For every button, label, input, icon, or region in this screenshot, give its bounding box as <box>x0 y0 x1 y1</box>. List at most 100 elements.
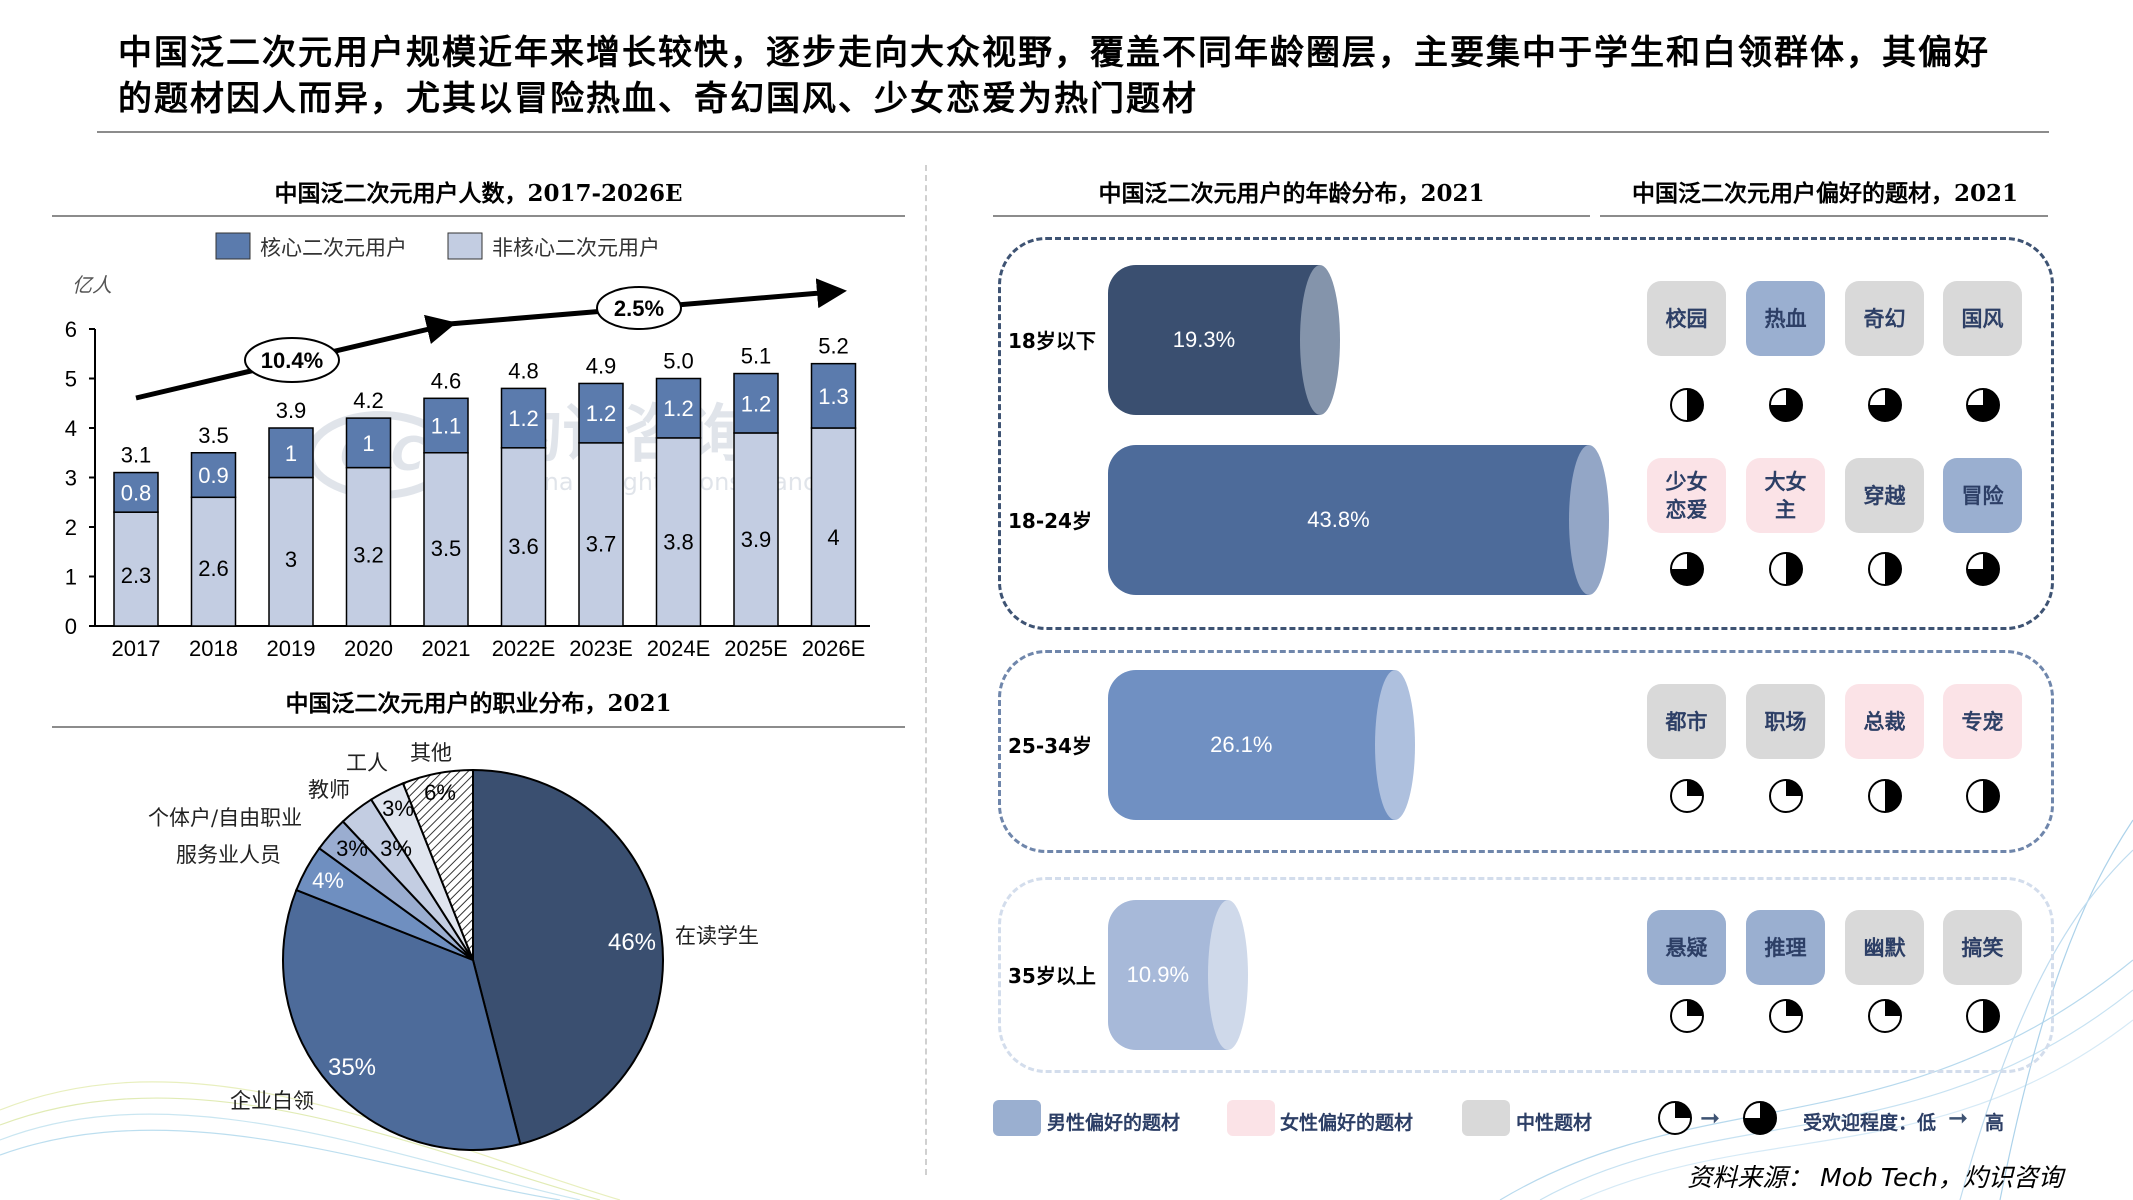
genre-tag: 奇幻 <box>1845 281 1924 356</box>
y-tick-label: 6 <box>65 317 77 342</box>
bar-noncore <box>345 466 392 627</box>
bar-noncore-label: 3.6 <box>508 534 539 559</box>
legend-core-swatch <box>215 232 251 260</box>
genre-tag: 专宠 <box>1943 684 2022 759</box>
popularity-harvey-ball-icon <box>1965 998 2001 1034</box>
age-group-label: 18岁以下 <box>1008 329 1096 353</box>
cagr-label-2: 2.5% <box>614 296 664 321</box>
bar-core <box>500 387 547 449</box>
legend-male-label: 男性偏好的题材 <box>1047 1112 1181 1134</box>
group-box-35-plus <box>998 877 2054 1073</box>
legend-male-swatch <box>993 1100 1041 1136</box>
user-count-title-divider <box>52 215 905 217</box>
legend-core-label: 核心二次元用户 <box>260 236 407 260</box>
genre-tag: 职场 <box>1746 684 1825 759</box>
popularity-harvey-ball-icon <box>1965 778 2001 814</box>
x-tick-label: 2019 <box>267 636 316 661</box>
bar-total-label: 4.2 <box>353 388 384 413</box>
pie-percent-label: 6% <box>424 780 456 805</box>
pie-percent-label: 4% <box>312 868 344 893</box>
bar-core <box>655 377 702 439</box>
popularity-harvey-ball-icon <box>1768 387 1804 423</box>
source-note: 资料来源： Mob Tech，灼识咨询 <box>1687 1163 2063 1192</box>
page-headline: 中国泛二次元用户规模近年来增长较快，逐步走向大众视野，覆盖不同年龄圈层，主要集中… <box>118 33 1990 119</box>
cylinder-cap <box>1374 670 1415 820</box>
bar-noncore <box>423 452 469 627</box>
group-box-25-34 <box>998 650 2054 853</box>
x-tick-label: 2026E <box>802 636 866 661</box>
y-tick-label: 4 <box>65 416 77 441</box>
genre-title-divider <box>1600 215 2048 217</box>
popularity-harvey-ball-icon <box>1669 778 1705 814</box>
bar-core <box>810 362 857 429</box>
age-chart-title: 中国泛二次元用户的年龄分布，2021 <box>1098 180 1485 207</box>
y-tick-label: 3 <box>65 466 77 491</box>
bar-core <box>733 372 779 434</box>
legend-noncore-swatch <box>447 232 483 260</box>
bar-total-label: 3.5 <box>198 423 229 448</box>
bar-core-label: 0.9 <box>198 463 229 488</box>
genre-tag: 少女 恋爱 <box>1647 458 1726 533</box>
pie-slice <box>472 768 664 1146</box>
bar-noncore-label: 3.2 <box>353 543 384 568</box>
bar-noncore <box>113 511 159 627</box>
popularity-harvey-ball-icon <box>1867 551 1903 587</box>
x-tick-label: 2024E <box>647 636 711 661</box>
pie-percent-label: 35% <box>328 1054 376 1081</box>
x-tick-label: 2018 <box>189 636 238 661</box>
pie-category-label: 其他 <box>410 741 452 765</box>
bar-noncore-label: 2.6 <box>198 556 229 581</box>
age-cylinder-bar: 43.8% <box>1108 445 1609 595</box>
bar-noncore <box>655 437 702 627</box>
bar-total-label: 5.2 <box>818 334 849 359</box>
bar-total-label: 5.0 <box>663 349 694 374</box>
age-percent-label: 10.9% <box>1126 962 1190 987</box>
x-tick-label: 2017 <box>112 636 161 661</box>
x-tick-label: 2021 <box>422 636 471 661</box>
bar-noncore-label: 3.7 <box>586 532 617 557</box>
bar-total-label: 4.6 <box>431 368 462 393</box>
genre-tag: 搞笑 <box>1943 910 2022 985</box>
y-axis-unit-label: 亿人 <box>72 273 112 297</box>
age-cylinder-bar: 10.9% <box>1108 900 1248 1050</box>
popularity-arrow-icon: ➞ <box>1948 1104 1969 1132</box>
pie-slice <box>282 888 522 1151</box>
legend-arrow-icon: ➞ <box>1700 1104 1721 1132</box>
popularity-harvey-ball-icon <box>1669 551 1705 587</box>
bar-core-label: 1.2 <box>586 401 617 426</box>
legend-female-swatch <box>1227 1100 1275 1136</box>
x-tick-label: 2020 <box>344 636 393 661</box>
group-box-under-24 <box>998 237 2054 630</box>
pie-percent-label: 3% <box>382 796 414 821</box>
popularity-harvey-ball-icon <box>1965 551 2001 587</box>
bar-core <box>113 471 159 513</box>
genre-tag: 都市 <box>1647 684 1726 759</box>
occupation-title-divider <box>52 726 905 728</box>
pie-category-label: 个体户/自由职业 <box>148 806 302 830</box>
y-tick-label: 1 <box>65 565 77 590</box>
age-cylinder-bar: 26.1% <box>1108 670 1415 820</box>
bar-core-label: 1 <box>285 441 297 466</box>
bar-noncore-label: 4 <box>827 525 839 550</box>
legend-neutral-swatch <box>1462 1100 1510 1136</box>
legend-neutral-label: 中性题材 <box>1516 1112 1593 1134</box>
popularity-harvey-ball-icon <box>1867 778 1903 814</box>
popularity-low-icon <box>1658 1101 1692 1135</box>
popularity-harvey-ball-icon <box>1768 998 1804 1034</box>
bar-core <box>190 452 237 499</box>
user-count-chart-title: 中国泛二次元用户人数，2017-2026E <box>274 180 683 207</box>
cagr-bubble-2 <box>596 286 682 330</box>
bar-noncore-label: 2.3 <box>121 563 152 588</box>
genre-tag: 推理 <box>1746 910 1825 985</box>
legend-female-label: 女性偏好的题材 <box>1280 1112 1414 1134</box>
cagr-bubble-1 <box>244 337 340 383</box>
genre-tag: 冒险 <box>1943 458 2022 533</box>
bar-core-label: 1 <box>362 431 374 456</box>
bar-core <box>268 427 314 479</box>
age-group-label: 25-34岁 <box>1008 734 1092 758</box>
age-percent-label: 19.3% <box>1172 327 1236 352</box>
bar-noncore <box>500 447 547 627</box>
genre-tag: 悬疑 <box>1647 910 1726 985</box>
popularity-harvey-ball-icon <box>1867 387 1903 423</box>
